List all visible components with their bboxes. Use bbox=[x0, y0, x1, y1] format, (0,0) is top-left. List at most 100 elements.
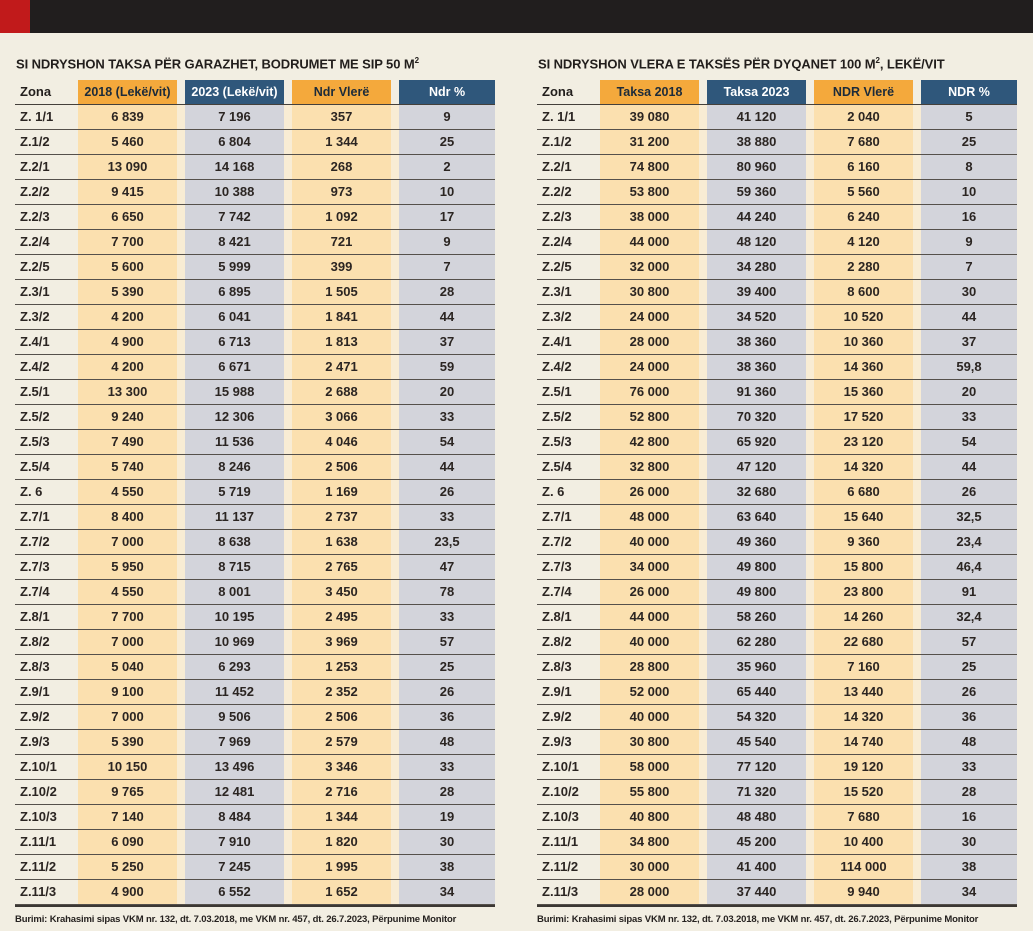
value-cell: 36 bbox=[399, 705, 495, 730]
column-gap bbox=[913, 230, 921, 255]
value-cell: 58 000 bbox=[600, 755, 699, 780]
value-cell: 44 bbox=[921, 305, 1017, 330]
value-cell: 37 bbox=[399, 330, 495, 355]
top-bar bbox=[0, 0, 1033, 33]
column-gap bbox=[391, 405, 399, 430]
table-row: Z.9/1 9 100 11 452 2 352 26 bbox=[15, 680, 495, 706]
value-cell: 4 120 bbox=[814, 230, 913, 255]
value-cell: 10 969 bbox=[185, 630, 284, 655]
zone-cell: Z.9/2 bbox=[542, 709, 572, 725]
column-gap bbox=[699, 755, 707, 780]
zone-cell: Z.2/2 bbox=[542, 184, 572, 200]
column-gap bbox=[699, 680, 707, 705]
column-gap bbox=[177, 305, 185, 330]
column-gap bbox=[391, 380, 399, 405]
column-gap bbox=[177, 880, 185, 905]
column-gap bbox=[284, 155, 292, 180]
value-cell: 9 bbox=[921, 230, 1017, 255]
value-cell: 25 bbox=[399, 130, 495, 155]
column-gap bbox=[699, 780, 707, 805]
column-gap bbox=[177, 130, 185, 155]
value-cell: 10 388 bbox=[185, 180, 284, 205]
table-row: Z.1/2 5 460 6 804 1 344 25 bbox=[15, 130, 495, 156]
column-gap bbox=[177, 230, 185, 255]
table-row: Z.8/1 7 700 10 195 2 495 33 bbox=[15, 605, 495, 631]
column-gap bbox=[284, 555, 292, 580]
value-cell: 14 320 bbox=[814, 705, 913, 730]
value-cell: 4 200 bbox=[78, 305, 177, 330]
value-cell: 48 bbox=[399, 730, 495, 755]
column-gap bbox=[699, 505, 707, 530]
value-cell: 973 bbox=[292, 180, 391, 205]
value-cell: 26 bbox=[921, 680, 1017, 705]
zone-cell: Z.9/1 bbox=[542, 684, 572, 700]
column-gap bbox=[284, 305, 292, 330]
column-gap bbox=[177, 780, 185, 805]
table-row: Z.7/4 4 550 8 001 3 450 78 bbox=[15, 580, 495, 606]
value-cell: 10 360 bbox=[814, 330, 913, 355]
value-cell: 32,4 bbox=[921, 605, 1017, 630]
value-cell: 14 168 bbox=[185, 155, 284, 180]
column-gap bbox=[391, 655, 399, 680]
value-cell: 14 320 bbox=[814, 455, 913, 480]
table-row: Z.4/2 24 000 38 360 14 360 59,8 bbox=[537, 355, 1017, 381]
zone-cell: Z.1/2 bbox=[542, 134, 572, 150]
value-cell: 26 000 bbox=[600, 480, 699, 505]
table-row: Z.4/1 4 900 6 713 1 813 37 bbox=[15, 330, 495, 356]
column-gap bbox=[699, 330, 707, 355]
value-cell: 38 360 bbox=[707, 355, 806, 380]
value-cell: 6 713 bbox=[185, 330, 284, 355]
value-cell: 14 740 bbox=[814, 730, 913, 755]
column-gap bbox=[284, 330, 292, 355]
value-cell: 33 bbox=[399, 405, 495, 430]
zone-cell: Z.8/2 bbox=[542, 634, 572, 650]
value-cell: 2 352 bbox=[292, 680, 391, 705]
value-cell: 63 640 bbox=[707, 505, 806, 530]
value-cell: 44 bbox=[399, 305, 495, 330]
column-gap bbox=[913, 855, 921, 880]
column-gap bbox=[806, 880, 814, 905]
column-gap bbox=[391, 430, 399, 455]
zone-cell: Z.5/4 bbox=[20, 459, 50, 475]
column-gap bbox=[699, 555, 707, 580]
value-cell: 62 280 bbox=[707, 630, 806, 655]
column-gap bbox=[177, 805, 185, 830]
column-gap bbox=[913, 830, 921, 855]
column-gap bbox=[284, 230, 292, 255]
value-cell: 44 bbox=[399, 455, 495, 480]
value-cell: 15 640 bbox=[814, 505, 913, 530]
value-cell: 8 421 bbox=[185, 230, 284, 255]
column-gap bbox=[177, 555, 185, 580]
value-cell: 32 000 bbox=[600, 255, 699, 280]
zone-cell: Z.2/5 bbox=[20, 259, 50, 275]
title-text: SI NDRYSHON TAKSA PËR GARAZHET, BODRUMET… bbox=[16, 56, 415, 72]
value-cell: 11 536 bbox=[185, 430, 284, 455]
value-cell: 34 000 bbox=[600, 555, 699, 580]
column-gap bbox=[699, 180, 707, 205]
source-note: Burimi: Krahasimi sipas VKM nr. 132, dt.… bbox=[537, 914, 979, 926]
value-cell: 34 bbox=[921, 880, 1017, 905]
zone-cell: Z.7/3 bbox=[20, 559, 50, 575]
column-gap bbox=[806, 605, 814, 630]
column-gap bbox=[699, 130, 707, 155]
table-row: Z.9/3 30 800 45 540 14 740 48 bbox=[537, 730, 1017, 756]
table-row: Z.4/2 4 200 6 671 2 471 59 bbox=[15, 355, 495, 381]
column-gap bbox=[177, 80, 185, 104]
table-row: Z. 6 26 000 32 680 6 680 26 bbox=[537, 480, 1017, 506]
value-cell: 26 000 bbox=[600, 580, 699, 605]
column-gap bbox=[806, 230, 814, 255]
value-cell: 30 800 bbox=[600, 730, 699, 755]
column-gap bbox=[806, 480, 814, 505]
column-gap bbox=[699, 730, 707, 755]
value-cell: 41 120 bbox=[707, 105, 806, 130]
zone-cell: Z.7/1 bbox=[20, 509, 50, 525]
value-cell: 7 969 bbox=[185, 730, 284, 755]
zone-cell: Z.4/2 bbox=[542, 359, 572, 375]
value-cell: 6 839 bbox=[78, 105, 177, 130]
column-gap bbox=[913, 580, 921, 605]
value-cell: 37 bbox=[921, 330, 1017, 355]
table-row: Z.7/2 40 000 49 360 9 360 23,4 bbox=[537, 530, 1017, 556]
value-cell: 3 346 bbox=[292, 755, 391, 780]
value-cell: 32 680 bbox=[707, 480, 806, 505]
value-cell: 12 481 bbox=[185, 780, 284, 805]
